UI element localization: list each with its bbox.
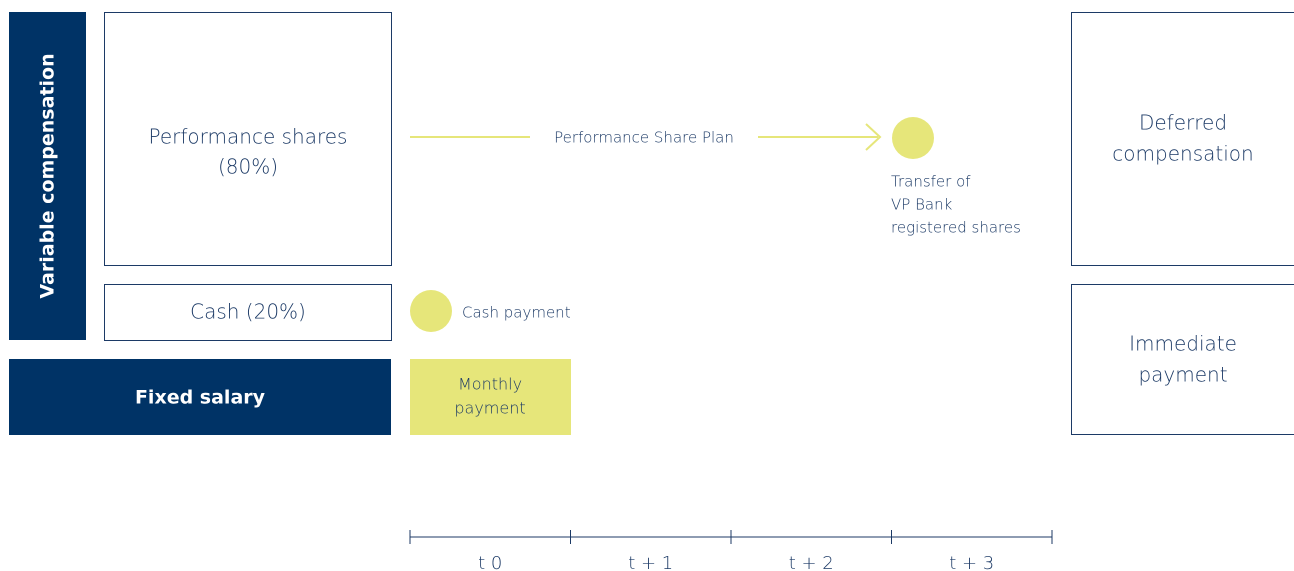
box-label: Immediate [1129, 332, 1237, 356]
box-label: Fixed salary [135, 387, 266, 409]
box-label: Performance shares [149, 125, 348, 149]
box [104, 284, 392, 341]
sidebar-label: Variable compensation [37, 53, 59, 298]
box [1071, 12, 1294, 266]
box-label: payment [1138, 363, 1227, 387]
box-label: payment [454, 399, 525, 418]
box [104, 12, 392, 266]
box [410, 359, 571, 435]
timeline-label: t + 1 [628, 553, 673, 571]
flow-label: Performance Share Plan [554, 129, 734, 147]
box [9, 359, 391, 435]
arrow-head [865, 123, 882, 151]
flow-label: Transfer of [891, 173, 971, 191]
flow-label: registered shares [891, 219, 1021, 237]
box-label: Deferred [1139, 111, 1227, 135]
dot [892, 117, 934, 159]
box [1071, 284, 1294, 435]
timeline-label: t + 3 [949, 553, 994, 571]
sidebar [9, 12, 86, 340]
box-label: Cash (20%) [190, 300, 306, 324]
dot [410, 290, 452, 332]
timeline-label: t + 2 [789, 553, 834, 571]
flow-label: VP Bank [891, 196, 953, 214]
flow-label: Cash payment [462, 304, 571, 322]
box-label: compensation [1112, 142, 1253, 166]
timeline-label: t 0 [478, 553, 502, 571]
box-label: (80%) [218, 155, 278, 179]
box-label: Monthly [458, 375, 522, 394]
